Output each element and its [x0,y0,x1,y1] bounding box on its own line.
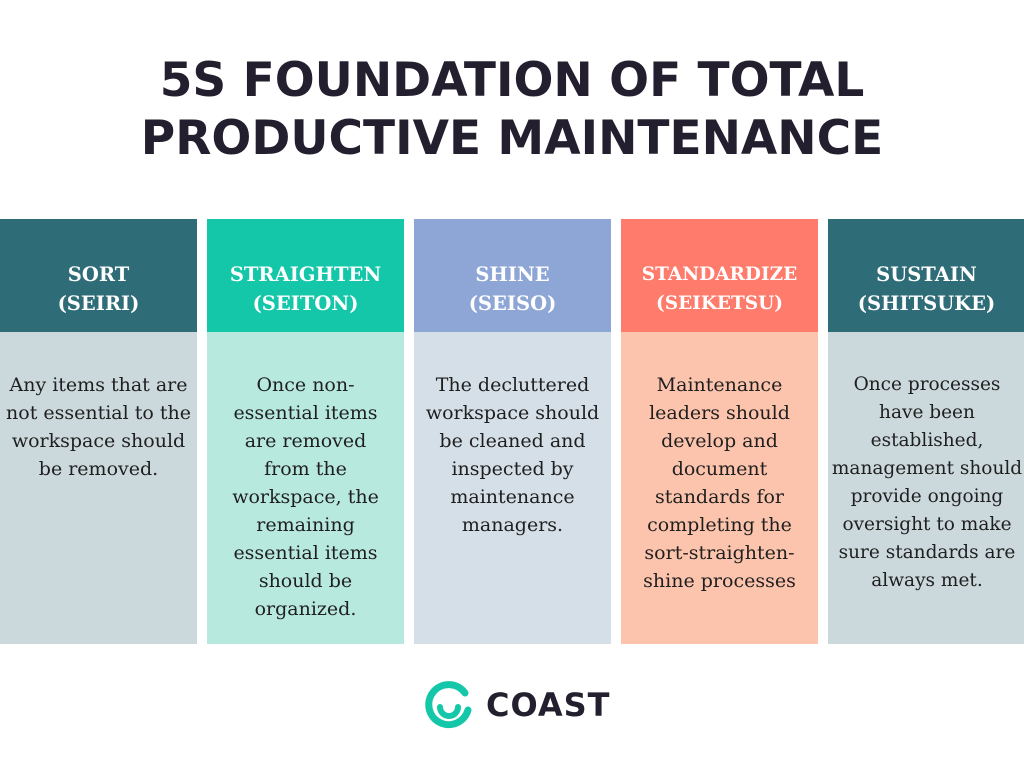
logo-wordmark: COAST [486,686,611,724]
column-heading: SUSTAIN (SHITSUKE) [828,260,1024,318]
column-name: STANDARDIZE [641,264,798,285]
column-name: STRAIGHTEN [229,263,382,286]
column-body [621,332,818,644]
column-name: SHINE [475,263,550,286]
column-body [828,332,1024,644]
column-header [414,219,611,347]
column-heading: SORT (SEIRI) [0,260,197,318]
column-description: Maintenance leaders should develop and d… [643,374,796,592]
column-header [207,219,404,347]
column-description: Any items that are not essential to the … [6,374,191,480]
title-line-2: PRODUCTIVE MAINTENANCE [140,111,884,166]
coast-logo: COAST [424,680,610,730]
column-heading: STRAIGHTEN (SEITON) [207,260,404,318]
column-shine: SHINE (SEISO) The decluttered workspace … [414,219,611,644]
column-header [828,219,1024,347]
title-line-1: 5S FOUNDATION OF TOTAL [159,53,865,108]
column-subtitle: (SEISO) [468,292,557,315]
column-body [414,332,611,644]
column-body [207,332,404,644]
column-name: SORT [67,263,130,286]
column-standardize: STANDARDIZE (SEIKETSU) Maintenance leade… [621,219,818,644]
column-description: Once processes have been established, ma… [831,374,1023,591]
column-heading: STANDARDIZE (SEIKETSU) [621,260,818,318]
column-sort: SORT (SEIRI) Any items that are not esse… [0,219,197,644]
column-subtitle: (SEITON) [252,292,359,315]
column-subtitle: (SEIRI) [57,292,140,315]
column-sustain: SUSTAIN (SHITSUKE) Once processes have b… [828,219,1024,644]
column-subtitle: (SHITSUKE) [857,292,996,315]
column-description: The decluttered workspace should be clea… [425,374,600,536]
column-subtitle: (SEIKETSU) [655,293,784,314]
column-heading: SHINE (SEISO) [414,260,611,318]
column-body [0,332,197,644]
column-straighten: STRAIGHTEN (SEITON) Once non-essential i… [207,219,404,644]
page-title: 5S FOUNDATION OF TOTAL PRODUCTIVE MAINTE… [0,52,1024,168]
column-header [621,219,818,347]
column-name: SUSTAIN [876,263,977,286]
column-description: Once non-essential items are removed fro… [232,374,379,620]
column-header [0,219,197,347]
coast-logo-icon [424,680,474,730]
